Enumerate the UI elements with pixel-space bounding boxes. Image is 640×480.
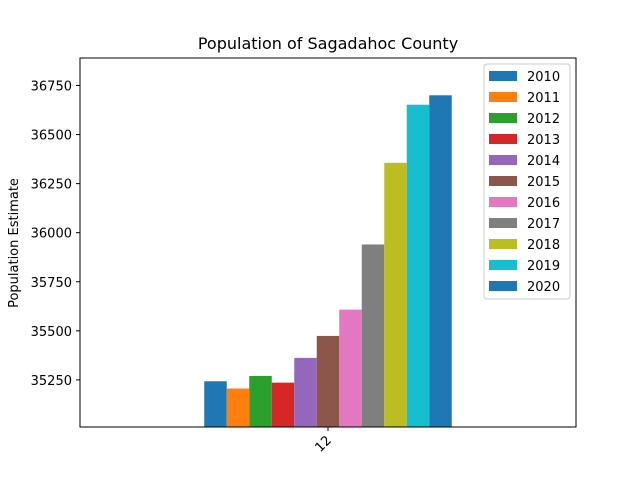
legend-swatch-2014 bbox=[489, 155, 517, 165]
chart-title: Population of Sagadahoc County bbox=[198, 34, 458, 53]
y-axis: 35250 35500 35750 36000 36250 36500 36750 bbox=[31, 79, 80, 389]
legend-label-2015: 2015 bbox=[527, 175, 560, 190]
legend-swatch-2020 bbox=[489, 281, 517, 291]
y-tick-label: 35250 bbox=[31, 374, 72, 389]
y-axis-label: Population Estimate bbox=[7, 178, 22, 308]
x-axis: 12 bbox=[313, 427, 335, 456]
legend: 2010 2011 2012 2013 2014 2015 2016 2017 2018 2019… bbox=[483, 63, 571, 300]
bars-group bbox=[204, 95, 452, 428]
y-tick-label: 36500 bbox=[31, 129, 72, 144]
legend-label-2019: 2019 bbox=[527, 259, 560, 274]
legend-swatch-2013 bbox=[489, 134, 517, 144]
legend-label-2016: 2016 bbox=[527, 196, 560, 211]
legend-swatch-2016 bbox=[489, 197, 517, 207]
bar-2014 bbox=[294, 357, 317, 427]
legend-swatch-2018 bbox=[489, 239, 517, 249]
bar-2016 bbox=[339, 309, 362, 427]
bar-2011 bbox=[226, 388, 250, 427]
plot-frame bbox=[79, 57, 577, 428]
legend-swatch-2011 bbox=[489, 92, 517, 102]
legend-label-2017: 2017 bbox=[527, 217, 560, 232]
legend-label-2010: 2010 bbox=[527, 70, 560, 85]
legend-label-2011: 2011 bbox=[527, 91, 560, 106]
y-tick-label: 36000 bbox=[31, 227, 72, 242]
legend-swatch-2010 bbox=[489, 71, 517, 81]
bar-2013 bbox=[271, 382, 295, 427]
legend-swatch-2019 bbox=[489, 260, 517, 270]
legend-swatch-2012 bbox=[489, 113, 517, 123]
legend-label-2014: 2014 bbox=[527, 154, 560, 169]
legend-swatch-2017 bbox=[489, 218, 517, 228]
y-tick-label: 35750 bbox=[31, 276, 72, 291]
y-tick-label: 36250 bbox=[31, 178, 72, 193]
legend-label-2020: 2020 bbox=[527, 280, 560, 295]
x-tick-label: 12 bbox=[313, 433, 335, 455]
legend-swatch-2015 bbox=[489, 176, 517, 186]
bar-2020 bbox=[429, 95, 452, 428]
legend-label-2018: 2018 bbox=[527, 238, 560, 253]
y-tick-label: 35500 bbox=[31, 325, 72, 340]
bar-2017 bbox=[361, 244, 385, 427]
bar-2010 bbox=[204, 381, 227, 427]
bar-2015 bbox=[316, 335, 340, 427]
bar-2019 bbox=[406, 104, 430, 427]
bar-2012 bbox=[249, 375, 272, 427]
legend-label-2012: 2012 bbox=[527, 112, 560, 127]
legend-label-2013: 2013 bbox=[527, 133, 560, 148]
y-tick-label: 36750 bbox=[31, 79, 72, 94]
bar-2018 bbox=[384, 162, 407, 427]
